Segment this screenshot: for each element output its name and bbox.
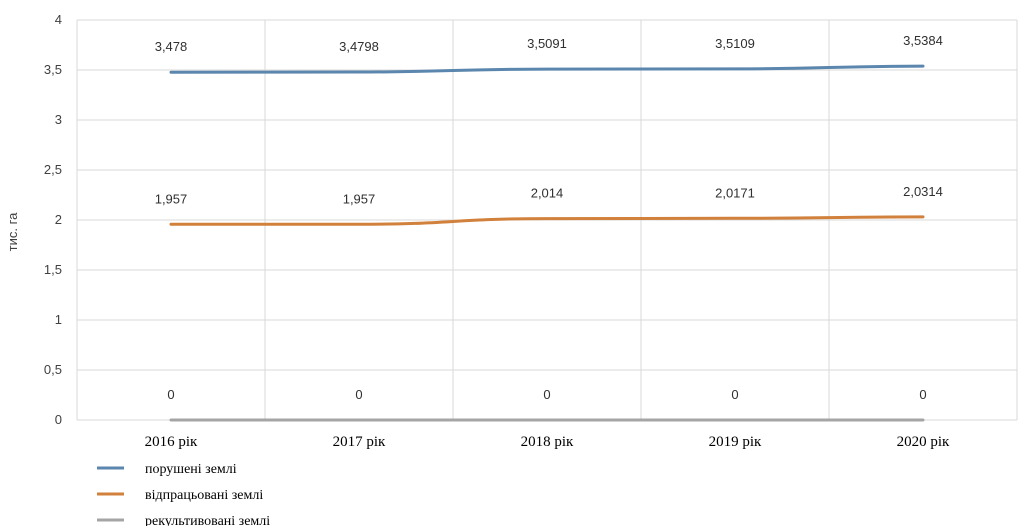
data-label: 0 <box>543 387 550 402</box>
legend-label-2: рекультивовані землі <box>145 514 270 526</box>
y-axis-title: тис. га <box>5 212 20 251</box>
data-label: 1,957 <box>343 191 376 206</box>
y-tick-label: 0 <box>55 412 62 427</box>
x-tick-label: 2019 рік <box>709 434 762 450</box>
legend-label-0: порушені землі <box>145 462 237 477</box>
legend-label-1: відпрацьовані землі <box>145 488 263 503</box>
chart-data-labels: 3,478 3,4798 3,5091 3,5109 3,5384 1,957 1,957 2… <box>155 33 943 402</box>
y-tick-label: 2 <box>55 212 62 227</box>
y-tick-label: 0,5 <box>44 362 62 377</box>
y-tick-label: 2,5 <box>44 162 62 177</box>
data-label: 3,5091 <box>527 36 567 51</box>
data-label: 0 <box>355 387 362 402</box>
data-label: 1,957 <box>155 191 188 206</box>
chart-series <box>169 64 925 422</box>
data-label: 3,5109 <box>715 36 755 51</box>
data-label: 2,0171 <box>715 185 755 200</box>
x-tick-label: 2018 рік <box>521 434 574 450</box>
y-tick-label: 4 <box>55 12 62 27</box>
x-tick-label: 2016 рік <box>145 434 198 450</box>
data-label: 0 <box>167 387 174 402</box>
x-tick-label: 2017 рік <box>333 434 386 450</box>
y-tick-label: 3 <box>55 112 62 127</box>
data-label: 2,014 <box>531 186 564 201</box>
y-axis-ticks: 0 0,5 1 1,5 2 2,5 3 3,5 4 <box>44 12 62 427</box>
data-label: 2,0314 <box>903 184 943 199</box>
series-line-1 <box>169 215 925 226</box>
y-tick-label: 3,5 <box>44 62 62 77</box>
data-label: 3,5384 <box>903 33 943 48</box>
data-label: 0 <box>731 387 738 402</box>
y-tick-label: 1 <box>55 312 62 327</box>
chart-legend: порушені землі відпрацьовані землі рекульт… <box>97 462 270 526</box>
y-tick-label: 1,5 <box>44 262 62 277</box>
x-axis-ticks: 2016 рік 2017 рік 2018 рік 2019 рік 2020 рік <box>145 434 950 450</box>
x-tick-label: 2020 рік <box>897 434 950 450</box>
data-label: 3,4798 <box>339 39 379 54</box>
data-label: 3,478 <box>155 39 188 54</box>
data-label: 0 <box>919 387 926 402</box>
